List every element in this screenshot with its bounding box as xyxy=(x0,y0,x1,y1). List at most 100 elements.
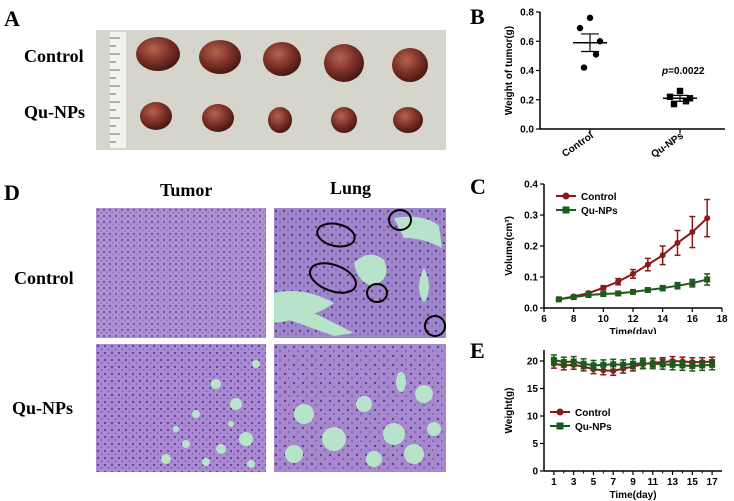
data-point xyxy=(630,288,636,295)
panel-label-e: E xyxy=(470,338,485,363)
legend-label: Control xyxy=(575,408,611,419)
data-point xyxy=(669,361,676,368)
y-tick-label: 0.2 xyxy=(524,242,538,253)
data-point xyxy=(630,270,636,277)
y-axis-label: Volume(cm³) xyxy=(504,216,515,276)
series-line-control xyxy=(558,217,708,301)
tumor-control-5 xyxy=(392,48,428,82)
data-point xyxy=(689,362,696,369)
row-label-control-d: Control xyxy=(14,268,74,288)
x-tick-label: Qu-NPs xyxy=(649,130,686,160)
tumor-qunps-2 xyxy=(202,104,234,132)
tumor-qunps-3 xyxy=(268,107,292,133)
data-point xyxy=(580,64,588,71)
data-point xyxy=(570,358,577,365)
tumor-qunps-4 xyxy=(331,107,357,133)
x-tick-label: 8 xyxy=(571,314,577,325)
data-point xyxy=(644,261,651,268)
x-tick-label: 13 xyxy=(667,477,679,488)
row-label-qunps-d: Qu-NPs xyxy=(12,398,74,418)
panel-label-b: B xyxy=(470,4,485,29)
legend-label: Qu-NPs xyxy=(575,422,612,433)
tumor-qunps-5 xyxy=(393,107,423,133)
data-point xyxy=(674,282,681,289)
data-point xyxy=(580,360,587,367)
y-tick-label: 10 xyxy=(527,412,539,423)
data-point xyxy=(649,360,656,367)
data-point xyxy=(600,291,607,298)
data-point xyxy=(679,362,686,369)
data-point xyxy=(659,252,666,259)
y-tick-label: 0 xyxy=(532,467,538,478)
data-point xyxy=(585,291,592,298)
x-tick-label: 1 xyxy=(551,477,557,488)
col-label-tumor: Tumor xyxy=(160,180,213,200)
x-tick-label: 15 xyxy=(687,477,699,488)
y-tick-label: 20 xyxy=(527,357,539,368)
y-tick-label: 0.8 xyxy=(520,8,534,19)
x-tick-label: 3 xyxy=(571,477,577,488)
y-tick-label: 0.6 xyxy=(520,37,534,48)
legend-marker xyxy=(562,192,570,200)
data-point xyxy=(659,285,666,292)
data-point xyxy=(610,361,617,368)
y-tick-label: 0.0 xyxy=(524,304,538,315)
tumor-photo-graphic xyxy=(96,30,446,150)
panel-label-c: C xyxy=(470,174,486,199)
x-tick-label: 9 xyxy=(630,477,636,488)
p-value-annotation: p=0.0022 xyxy=(661,66,705,77)
tumor-control-1 xyxy=(136,37,180,71)
histology-lung-qunps xyxy=(274,344,446,472)
data-point xyxy=(639,360,646,367)
row-label-control-a: Control xyxy=(24,46,84,66)
x-axis-label: Time(day) xyxy=(609,490,656,501)
data-point xyxy=(659,361,666,368)
x-axis-label: Time(day) xyxy=(609,327,656,334)
x-tick-label: Control xyxy=(560,130,596,160)
chart-c-tumor-volume: 0.0 0.1 0.2 0.3 0.4 6 8 10 12 14 16 18 Time(day) Volu… xyxy=(504,180,728,335)
data-point xyxy=(670,100,678,108)
x-tick-label: 16 xyxy=(687,314,699,325)
data-point xyxy=(615,290,622,297)
data-point xyxy=(689,229,696,236)
data-point xyxy=(600,284,607,291)
data-point xyxy=(676,87,684,95)
data-point xyxy=(704,215,711,222)
x-tick-label: 11 xyxy=(647,477,658,488)
chart-b-tumor-weight: 0.0 0.2 0.4 0.6 0.8 Weight of tumor(g) Control… xyxy=(504,8,725,160)
data-point xyxy=(600,361,607,368)
x-tick-label: 5 xyxy=(591,477,597,488)
legend-marker xyxy=(562,206,570,214)
data-point xyxy=(666,93,674,101)
data-point xyxy=(689,280,696,287)
data-point xyxy=(699,362,706,369)
legend-marker xyxy=(556,422,564,430)
data-point xyxy=(550,356,557,363)
legend-label: Control xyxy=(581,192,617,203)
tumor-control-2 xyxy=(199,40,241,74)
y-tick-label: 0.2 xyxy=(520,95,534,106)
x-tick-label: 18 xyxy=(716,314,728,325)
data-point xyxy=(555,296,562,303)
data-point xyxy=(674,239,681,246)
legend-label: Qu-NPs xyxy=(581,206,618,217)
y-axis-label: Weight of tumor(g) xyxy=(504,26,515,115)
legend-marker xyxy=(556,408,564,416)
tumor-photo xyxy=(96,30,446,150)
y-axis-label: Weight(g) xyxy=(504,388,515,434)
data-point xyxy=(596,38,604,45)
panel-label-a: A xyxy=(4,6,20,31)
data-point xyxy=(704,276,711,283)
row-label-qunps-a: Qu-NPs xyxy=(24,102,86,122)
y-tick-label: 5 xyxy=(532,439,538,450)
data-point xyxy=(592,51,600,58)
data-point xyxy=(586,14,594,22)
y-tick-label: 0.1 xyxy=(524,273,538,284)
data-point xyxy=(590,362,597,369)
y-tick-label: 0.4 xyxy=(520,66,534,77)
y-tick-label: 0.0 xyxy=(520,125,534,136)
histology-tumor-control xyxy=(96,208,266,338)
data-point xyxy=(630,360,636,367)
x-tick-label: 14 xyxy=(657,314,669,325)
